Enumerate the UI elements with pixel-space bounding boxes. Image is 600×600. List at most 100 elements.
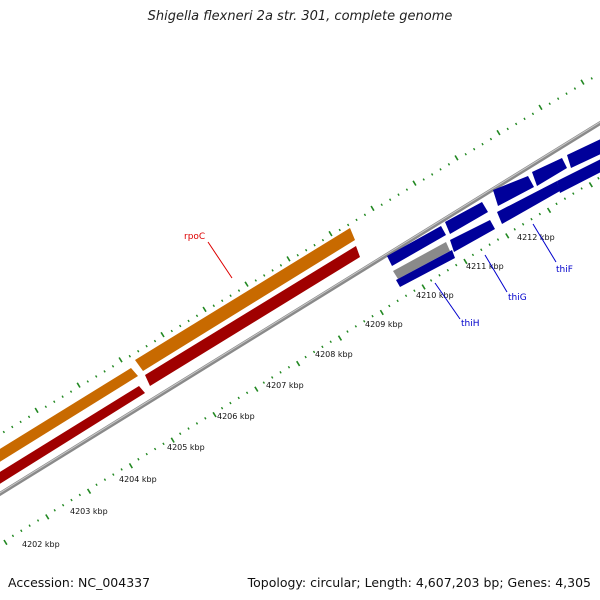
minor-tick-mark	[471, 253, 475, 257]
major-tick-mark	[254, 386, 259, 392]
inner-tick-track	[3, 176, 600, 546]
minor-tick-mark	[346, 223, 350, 227]
minor-tick-mark	[548, 102, 551, 106]
kbp-label: 4203 kbp	[70, 507, 108, 516]
minor-tick-mark	[162, 442, 165, 446]
thiG-gene	[497, 181, 560, 224]
minor-tick-mark	[506, 127, 509, 131]
major-tick-mark	[296, 360, 301, 367]
minor-tick-mark	[389, 198, 392, 201]
minor-tick-mark	[195, 422, 199, 425]
minor-tick-mark	[496, 238, 500, 241]
minor-tick-mark	[11, 534, 15, 538]
minor-tick-mark	[229, 401, 232, 405]
minor-tick-mark	[563, 197, 567, 200]
genome-backbone-shine	[0, 121, 600, 494]
minor-tick-mark	[70, 498, 73, 502]
minor-tick-mark	[128, 354, 131, 358]
thiF-gene	[557, 159, 600, 193]
minor-tick-mark	[430, 173, 434, 176]
minor-tick-mark	[455, 263, 458, 267]
minor-tick-mark	[329, 340, 332, 344]
minor-tick-mark	[28, 524, 31, 527]
minor-tick-mark	[86, 380, 89, 383]
minor-tick-mark	[388, 304, 391, 308]
minor-tick-mark	[363, 320, 366, 323]
major-tick-mark	[34, 407, 39, 414]
minor-tick-mark	[446, 268, 450, 272]
minor-tick-mark	[531, 112, 535, 116]
accession-text: Accession: NC_004337	[8, 575, 151, 590]
major-tick-mark	[454, 155, 459, 161]
minor-tick-mark	[179, 432, 182, 435]
minor-tick-mark	[195, 314, 199, 318]
minor-tick-mark	[2, 430, 5, 434]
thi-gene-highlight	[393, 242, 450, 279]
minor-tick-mark	[61, 395, 64, 398]
rpoC-reverse-segment-left	[0, 386, 145, 484]
minor-tick-mark	[573, 87, 577, 90]
minor-tick-mark	[44, 405, 48, 409]
major-tick-mark	[86, 488, 92, 495]
minor-tick-mark	[346, 330, 349, 333]
minor-tick-mark	[221, 299, 224, 302]
thi-gene-upper-3	[493, 176, 534, 206]
minor-tick-mark	[19, 420, 22, 424]
thiF-leader-line	[532, 223, 557, 263]
topology-summary-text: Topology: circular; Length: 4,607,203 bp…	[247, 575, 591, 590]
minor-tick-mark	[212, 304, 215, 308]
minor-tick-mark	[237, 396, 240, 400]
minor-tick-mark	[53, 400, 56, 403]
minor-tick-mark	[254, 279, 257, 282]
minor-tick-mark	[312, 350, 316, 354]
thi-gene-upper-4	[532, 158, 567, 186]
minor-tick-mark	[597, 176, 600, 180]
minor-tick-mark	[556, 97, 560, 100]
minor-tick-mark	[481, 142, 484, 146]
thi-gene-upper-1	[387, 226, 446, 266]
minor-tick-mark	[521, 222, 525, 226]
minor-tick-mark	[523, 117, 526, 121]
thiG-leader-line	[484, 254, 508, 293]
minor-tick-mark	[220, 406, 224, 410]
major-tick-mark	[538, 104, 543, 111]
minor-tick-mark	[120, 468, 123, 471]
minor-tick-mark	[204, 417, 207, 420]
minor-tick-mark	[53, 509, 56, 512]
minor-tick-mark	[187, 427, 190, 430]
minor-tick-mark	[538, 212, 542, 216]
minor-tick-mark	[11, 425, 14, 429]
kbp-label: 4207 kbp	[266, 381, 304, 390]
major-tick-mark	[286, 256, 291, 262]
gene-label-thiH: thiH	[461, 319, 480, 329]
map-title: Shigella flexneri 2a str. 301, complete …	[147, 9, 453, 24]
major-tick-mark	[580, 79, 585, 85]
major-tick-mark	[128, 462, 133, 469]
major-tick-mark	[118, 357, 123, 363]
minor-tick-mark	[413, 289, 416, 292]
minor-tick-mark	[237, 289, 241, 292]
kbp-label: 4212 kbp	[517, 233, 555, 242]
major-tick-mark	[160, 331, 165, 338]
minor-tick-mark	[371, 314, 374, 318]
minor-tick-mark	[153, 339, 157, 343]
minor-tick-mark	[447, 163, 451, 166]
minor-tick-mark	[313, 243, 316, 247]
minor-tick-mark	[514, 122, 518, 126]
major-tick-mark	[546, 207, 552, 214]
kbp-scale-labels: 4202 kbp 4203 kbp 4204 kbp 4205 kbp 4206…	[22, 233, 555, 549]
kbp-label: 4209 kbp	[365, 320, 403, 329]
minor-tick-mark	[338, 228, 341, 232]
rpoC-leader-line	[207, 241, 233, 279]
kbp-label: 4210 kbp	[416, 291, 454, 300]
minor-tick-mark	[572, 192, 575, 195]
minor-tick-mark	[36, 519, 40, 522]
major-tick-mark	[328, 230, 333, 237]
gene-label-thiG: thiG	[508, 293, 527, 303]
minor-tick-mark	[287, 365, 291, 369]
major-tick-mark	[202, 306, 207, 313]
kbp-label: 4206 kbp	[217, 412, 255, 421]
minor-tick-mark	[396, 299, 399, 303]
